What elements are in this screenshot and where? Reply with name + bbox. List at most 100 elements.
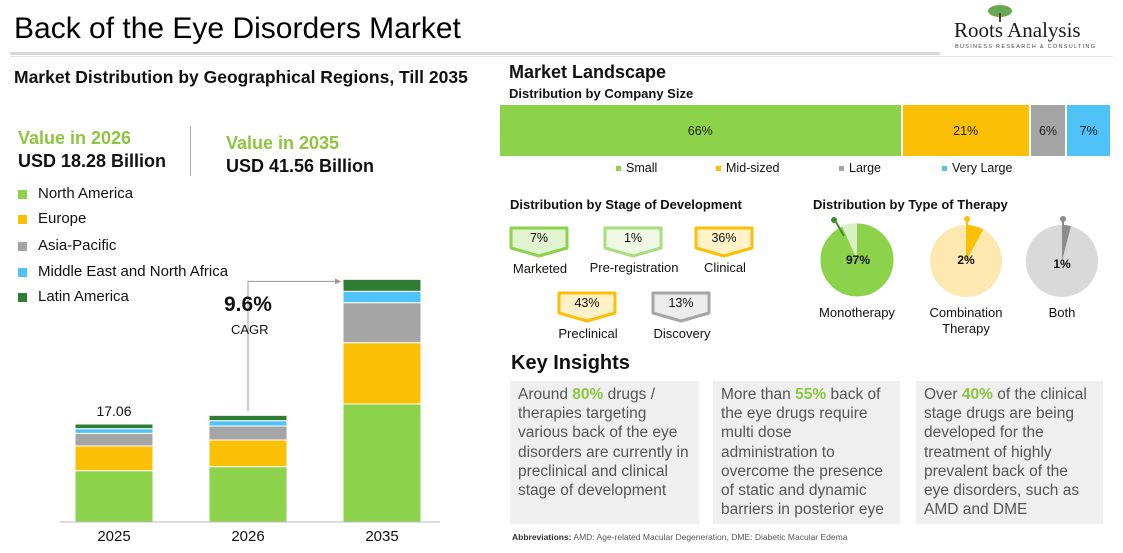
title-divider	[10, 52, 940, 55]
bar-2035-latin-america	[342, 278, 422, 292]
key-insight-box: Over 40% of the clinical stage drugs are…	[916, 381, 1103, 524]
stage-label-marketed: Marketed	[512, 261, 568, 276]
size-legend-large: Large	[839, 161, 881, 175]
pie-label-monotherapy: Monotherapy	[819, 305, 895, 320]
logo-tagline: BUSINESS RESEARCH & CONSULTING	[955, 44, 1097, 50]
company-size-title: Distribution by Company Size	[509, 86, 694, 101]
bar-2026-north-america	[208, 466, 288, 523]
pie-pct-combination-therapy: 2%	[957, 253, 975, 267]
legend-swatch	[18, 293, 27, 302]
legend-dot	[942, 166, 947, 172]
stage-badge-clinical: 36%	[694, 226, 754, 258]
bar-2035-europe	[342, 342, 422, 405]
bar-2035-middle-east-and-north-africa	[342, 290, 422, 304]
insight-text: Over	[924, 386, 962, 403]
bar-2026-asia-pacific	[208, 425, 288, 441]
legend-swatch	[18, 268, 27, 277]
cagr-arrow-icon	[335, 278, 341, 285]
insight-highlight: 40%	[961, 386, 993, 403]
stage-label-clinical: Clinical	[704, 260, 746, 275]
bar-2026-middle-east-and-north-africa	[208, 420, 288, 427]
stage-badge-marketed: 7%	[509, 226, 569, 258]
x-tick-2025: 2025	[97, 528, 130, 545]
legend-label: Middle East and North Africa	[38, 263, 229, 280]
bar-2025-north-america	[74, 470, 154, 523]
insight-highlight: 80%	[572, 386, 604, 403]
stage-pct: 36%	[711, 231, 737, 245]
logo-brand: Roots Analysis	[954, 18, 1081, 42]
stage-label-pre-registration: Pre-registration	[589, 260, 679, 275]
legend-swatch	[18, 242, 27, 251]
size-segment-large: 6%	[1030, 105, 1066, 156]
pie-combination-therapy	[930, 216, 1002, 297]
tree-logo-icon	[988, 5, 1012, 22]
abbreviations: Abbreviations: AMD: Age-related Macular …	[512, 532, 847, 542]
bar-2026-latin-america	[208, 414, 288, 422]
bar-2025-europe	[74, 445, 154, 472]
page-title: Back of the Eye Disorders Market	[14, 12, 461, 45]
bar-2025-middle-east-and-north-africa	[74, 428, 154, 434]
insight-highlight: 55%	[795, 386, 827, 403]
stage-badge-discovery: 13%	[651, 291, 711, 323]
pie-both	[1026, 216, 1098, 297]
bar-2025-latin-america	[74, 423, 154, 430]
geo-chart-title: Market Distribution by Geographical Regi…	[14, 67, 468, 87]
bar-2025-asia-pacific	[74, 432, 154, 447]
pie-pct-monotherapy: 97%	[845, 253, 871, 267]
size-legend-very-large: Very Large	[942, 161, 1012, 175]
insight-text: More than	[721, 386, 796, 403]
pie-label-both: Both	[1048, 305, 1076, 320]
stage-chevron-icon	[509, 226, 569, 258]
x-tick-2035: 2035	[365, 528, 398, 545]
pie-label-combination-therapy: Combination Therapy	[929, 305, 1003, 336]
stage-label-preclinical: Preclinical	[558, 326, 618, 341]
stage-chevron-icon	[651, 291, 711, 323]
legend-label: Asia-Pacific	[38, 237, 117, 254]
legend-label: Large	[849, 161, 881, 175]
cagr-label: CAGR	[231, 322, 269, 337]
stage-chevron-icon	[557, 291, 617, 323]
stage-badge-pre-registration: 1%	[603, 226, 663, 258]
therapy-title: Distribution by Type of Therapy	[813, 197, 1008, 212]
legend-label: North America	[38, 185, 134, 202]
key-insights-title: Key Insights	[511, 352, 630, 374]
legend-swatch	[18, 190, 27, 199]
legend-label: Latin America	[38, 288, 129, 305]
stage-title: Distribution by Stage of Development	[510, 197, 742, 212]
legend-dot	[616, 166, 621, 172]
abbreviations-text: AMD: Age-related Macular Degeneration, D…	[573, 532, 848, 542]
legend-label: Small	[626, 161, 658, 175]
cagr-connector	[247, 280, 337, 412]
key-insight-box: Around 80% drugs / therapies targeting v…	[510, 381, 699, 524]
therapy-pie-charts	[819, 216, 1098, 298]
size-segment-mid-sized: 21%	[902, 105, 1029, 156]
legend-label: Very Large	[952, 161, 1013, 175]
legend-swatch	[18, 215, 27, 224]
stage-chevron-icon	[603, 226, 663, 258]
market-landscape-title: Market Landscape	[509, 62, 667, 82]
value-2026-label: Value in 2026	[18, 128, 132, 148]
bar-2026-europe	[208, 439, 288, 468]
size-legend-mid-sized: Mid-sized	[716, 161, 780, 175]
data-label-2025: 17.06	[96, 403, 131, 419]
stage-pct: 7%	[529, 231, 549, 245]
stage-pct: 1%	[623, 231, 643, 245]
size-segment-small: 66%	[500, 105, 901, 156]
roots-analysis-logo: Roots Analysis BUSINESS RESEARCH & CONSU…	[952, 4, 1112, 54]
stage-pct: 13%	[668, 296, 694, 310]
stage-chevron-icon	[694, 226, 754, 258]
legend-label: Mid-sized	[726, 161, 780, 175]
insight-text: of the clinical stage drugs are being de…	[924, 386, 1087, 519]
value-2035-label: Value in 2035	[226, 133, 340, 153]
abbreviations-label: Abbreviations:	[512, 532, 572, 542]
pie-pct-both: 1%	[1053, 257, 1071, 271]
stage-label-discovery: Discovery	[653, 326, 711, 341]
stage-pct: 43%	[574, 296, 600, 310]
insight-text: drugs / therapies targeting various back…	[518, 386, 689, 500]
value-2035: USD 41.56 Billion	[226, 156, 375, 176]
value-divider	[190, 126, 191, 176]
stage-badge-preclinical: 43%	[557, 291, 617, 323]
x-tick-2026: 2026	[231, 528, 264, 545]
legend-label: Europe	[38, 210, 87, 227]
insight-text: back of the eye drugs require multi dose…	[721, 386, 884, 519]
